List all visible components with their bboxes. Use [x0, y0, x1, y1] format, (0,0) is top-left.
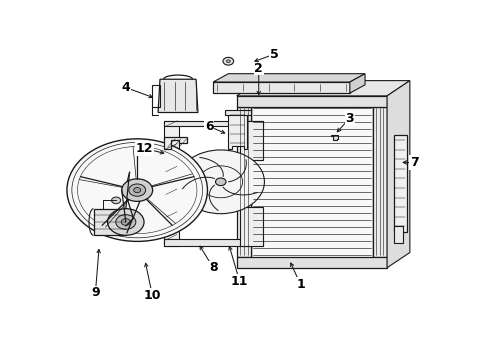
Text: 2: 2 [254, 62, 263, 75]
Polygon shape [164, 121, 263, 126]
Text: 9: 9 [91, 286, 100, 299]
Bar [237, 96, 387, 107]
Text: 12: 12 [136, 142, 153, 155]
Circle shape [67, 139, 207, 242]
Polygon shape [387, 81, 410, 268]
Text: 4: 4 [122, 81, 130, 94]
Text: 10: 10 [144, 289, 161, 302]
Bar [237, 257, 387, 268]
Bar [251, 104, 372, 260]
Bar [393, 135, 407, 232]
Circle shape [122, 179, 153, 201]
Polygon shape [350, 74, 365, 93]
Circle shape [108, 209, 144, 235]
Bar [237, 107, 251, 257]
Text: 1: 1 [296, 278, 305, 291]
Circle shape [226, 60, 230, 63]
Polygon shape [164, 138, 187, 149]
Polygon shape [331, 135, 339, 140]
Circle shape [177, 150, 265, 214]
Circle shape [112, 197, 121, 204]
Circle shape [134, 188, 141, 193]
Text: 8: 8 [209, 261, 218, 274]
Text: 11: 11 [231, 275, 248, 288]
Bar [213, 82, 350, 93]
Circle shape [129, 184, 146, 196]
Circle shape [121, 219, 130, 225]
Bar [372, 107, 387, 257]
Circle shape [116, 215, 136, 229]
Polygon shape [158, 79, 198, 112]
Text: 7: 7 [410, 156, 419, 169]
Polygon shape [164, 121, 179, 246]
Polygon shape [240, 121, 263, 159]
Circle shape [216, 178, 226, 186]
Text: 5: 5 [270, 48, 278, 61]
Polygon shape [237, 81, 410, 96]
Polygon shape [228, 112, 247, 149]
Polygon shape [240, 207, 263, 246]
Polygon shape [164, 239, 263, 246]
Bar [224, 110, 251, 115]
Circle shape [223, 57, 234, 65]
Bar [393, 226, 403, 243]
Text: 3: 3 [345, 112, 354, 125]
Text: 6: 6 [205, 120, 214, 133]
Polygon shape [213, 74, 365, 82]
Bar [94, 209, 126, 235]
